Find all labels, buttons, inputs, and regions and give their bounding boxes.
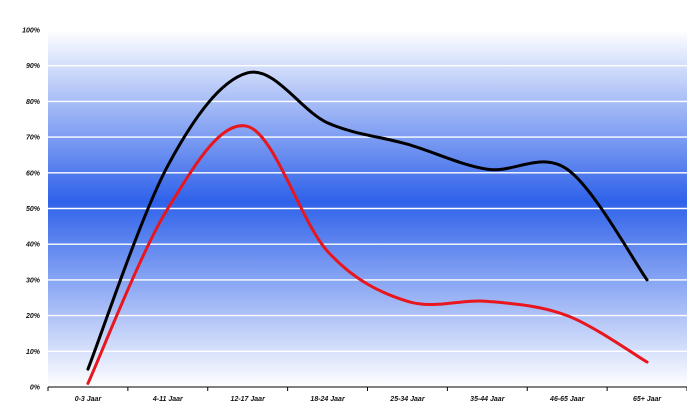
series-lines	[86, 70, 649, 385]
y-tick-label: 30%	[26, 277, 41, 284]
y-tick-label: 90%	[26, 63, 41, 70]
y-tick-label: 80%	[26, 99, 41, 106]
x-tick-label: 46-65 Jaar	[549, 396, 586, 403]
y-tick-label: 100%	[22, 28, 41, 35]
y-tick-label: 50%	[26, 206, 41, 213]
y-tick-label: 0%	[30, 385, 41, 392]
x-tick-label: 4-11 Jaar	[152, 396, 184, 403]
x-tick-label: 65+ Jaar	[633, 396, 662, 403]
y-tick-label: 20%	[25, 313, 41, 320]
x-tick-label: 25-34 Jaar	[389, 396, 426, 403]
x-tick-label: 35-44 Jaar	[470, 396, 506, 403]
y-axis-ticks: 0% 10% 20% 30% 40% 50% 60% 70% 80% 90% 100%	[22, 28, 41, 392]
series-line-2	[86, 124, 649, 385]
y-tick-label: 60%	[26, 170, 41, 177]
x-tick-label: 18-24 Jaar	[310, 396, 346, 403]
x-tick-label: 0-3 Jaar	[75, 396, 103, 403]
gridlines	[48, 29, 687, 352]
x-tick-label: 12-17 Jaar	[231, 396, 267, 403]
y-tick-label: 10%	[26, 349, 41, 356]
series-line-1	[86, 70, 649, 371]
y-tick-label: 70%	[26, 135, 41, 142]
x-axis-ticks: 0-3 Jaar 4-11 Jaar 12-17 Jaar 18-24 Jaar 25-…	[47, 387, 687, 403]
y-tick-label: 40%	[25, 242, 41, 249]
